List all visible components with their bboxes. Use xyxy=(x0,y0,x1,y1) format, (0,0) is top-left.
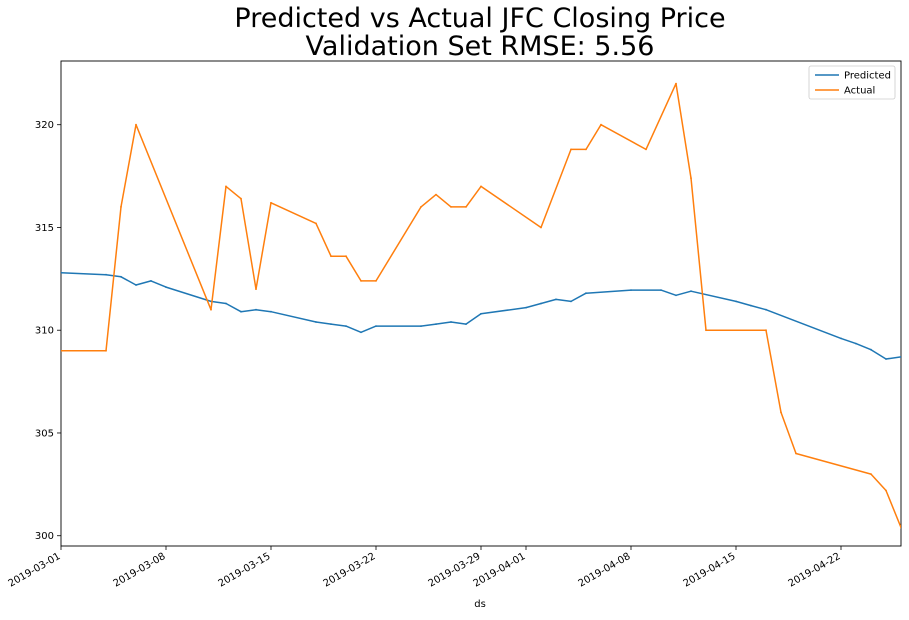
data-point-actual xyxy=(480,185,482,188)
data-point-actual xyxy=(795,452,797,455)
data-point-predicted xyxy=(270,310,272,313)
data-point-actual xyxy=(225,185,227,188)
data-point-predicted xyxy=(885,358,887,360)
data-point-predicted xyxy=(240,310,242,313)
data-point-actual xyxy=(705,329,707,332)
data-point-predicted xyxy=(525,306,527,309)
data-point-predicted xyxy=(570,300,572,303)
data-point-predicted xyxy=(120,275,122,278)
y-tick-label: 310 xyxy=(35,326,54,337)
chart-title: Predicted vs Actual JFC Closing Price xyxy=(234,3,725,34)
data-point-actual xyxy=(885,489,887,492)
data-point-actual xyxy=(900,526,901,529)
data-point-predicted xyxy=(315,321,317,323)
x-tick-label: 2019-04-15 xyxy=(682,551,738,590)
data-point-predicted xyxy=(540,302,542,305)
data-point-predicted xyxy=(855,342,857,345)
series-line-actual xyxy=(61,82,901,529)
data-point-actual xyxy=(120,206,122,208)
series-group xyxy=(61,82,901,529)
data-point-predicted xyxy=(870,348,872,351)
data-point-predicted xyxy=(330,323,332,325)
series-line-predicted xyxy=(61,271,901,360)
data-point-predicted xyxy=(765,308,767,311)
data-point-predicted xyxy=(255,308,257,311)
data-point-predicted xyxy=(450,321,452,323)
data-point-actual xyxy=(435,193,437,196)
x-axis: 2019-03-01 2019-03-08 2019-03-15 2019-03-22… xyxy=(7,546,843,590)
data-point-predicted xyxy=(135,284,137,286)
data-point-actual xyxy=(420,206,422,208)
data-point-actual xyxy=(690,177,692,180)
plot-area xyxy=(60,60,902,547)
data-point-predicted xyxy=(165,286,167,288)
data-point-predicted xyxy=(585,292,587,295)
data-point-predicted xyxy=(750,304,752,307)
data-point-predicted xyxy=(900,356,901,358)
data-point-actual xyxy=(375,280,377,282)
data-point-predicted xyxy=(345,325,347,327)
data-point-predicted xyxy=(480,312,482,315)
data-point-actual xyxy=(345,255,347,258)
data-point-predicted xyxy=(630,289,632,291)
data-point-actual xyxy=(600,123,602,126)
y-tick-label: 315 xyxy=(35,223,54,234)
data-point-actual xyxy=(270,201,272,204)
data-point-predicted xyxy=(555,298,557,301)
data-point-actual xyxy=(135,123,137,126)
data-point-actual xyxy=(765,329,767,332)
data-point-actual xyxy=(675,82,677,85)
data-point-predicted xyxy=(465,323,467,325)
legend: Predicted Actual xyxy=(808,65,896,100)
legend-label-predicted: Predicted xyxy=(844,71,891,82)
data-point-actual xyxy=(255,288,257,290)
x-tick-label: 2019-03-15 xyxy=(217,551,273,590)
data-point-predicted xyxy=(420,325,422,327)
plot-frame xyxy=(60,60,902,547)
data-point-predicted xyxy=(375,325,377,327)
data-point-actual xyxy=(540,226,542,229)
data-point-actual xyxy=(330,255,332,258)
data-point-actual xyxy=(240,197,242,200)
data-point-predicted xyxy=(735,300,737,303)
y-tick-label: 320 xyxy=(35,120,54,131)
data-point-predicted xyxy=(675,294,677,297)
x-tick-label: 2019-04-08 xyxy=(577,551,633,590)
data-point-predicted xyxy=(840,337,842,340)
data-point-actual xyxy=(210,308,212,311)
data-point-predicted xyxy=(105,273,107,276)
data-point-actual xyxy=(585,148,587,151)
data-point-actual xyxy=(61,349,62,352)
legend-label-actual: Actual xyxy=(844,86,875,97)
data-point-predicted xyxy=(690,290,692,293)
x-axis-label: ds xyxy=(474,599,486,610)
data-point-actual xyxy=(870,473,872,475)
data-point-predicted xyxy=(435,323,437,325)
data-point-actual xyxy=(315,222,317,225)
x-tick-label: 2019-03-08 xyxy=(112,551,168,590)
chart-subtitle: Validation Set RMSE: 5.56 xyxy=(306,31,655,62)
data-point-actual xyxy=(105,349,107,352)
data-point-predicted xyxy=(660,289,662,291)
y-axis: 300 305 310 315 320 xyxy=(35,120,61,542)
data-point-actual xyxy=(645,148,647,151)
data-point-predicted xyxy=(150,280,152,282)
data-point-predicted xyxy=(360,331,362,334)
x-tick-label: 2019-04-22 xyxy=(787,551,843,590)
y-tick-label: 300 xyxy=(35,531,54,542)
data-point-actual xyxy=(780,411,782,414)
data-point-predicted xyxy=(225,302,227,305)
x-tick-label: 2019-03-22 xyxy=(322,551,378,590)
data-point-predicted xyxy=(61,271,62,274)
y-tick-label: 305 xyxy=(35,428,54,439)
data-point-actual xyxy=(465,206,467,208)
data-point-actual xyxy=(450,206,452,208)
x-tick-label: 2019-03-01 xyxy=(7,551,63,590)
data-point-actual xyxy=(570,148,572,151)
data-point-actual xyxy=(360,280,362,282)
